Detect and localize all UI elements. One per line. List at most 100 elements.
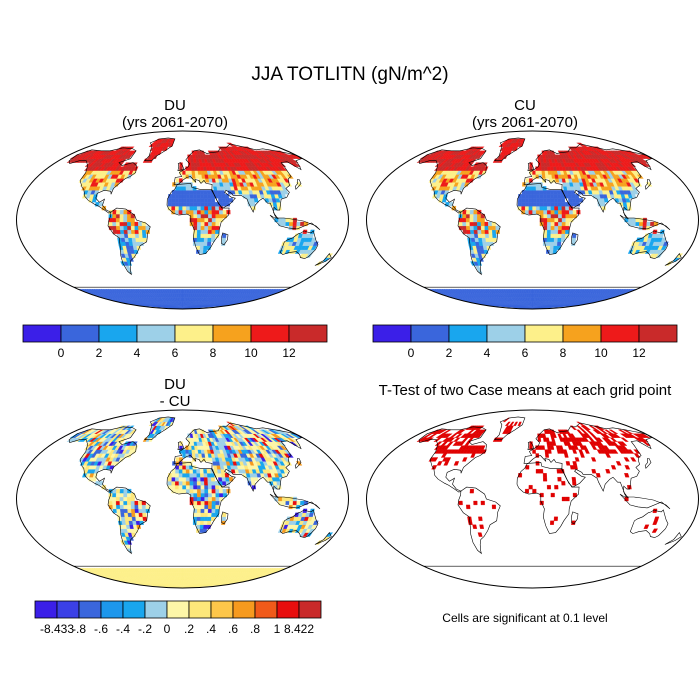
colorbar-cu: 0 2 4 6 8 10 12: [372, 324, 678, 360]
grid-cell: [215, 485, 220, 490]
grid-cell: [569, 209, 574, 215]
grid-cell: [281, 221, 286, 227]
grid-cell: [200, 206, 205, 211]
grid-cell: [469, 225, 474, 231]
coastline-greenland: [144, 137, 176, 162]
grid-cell: [565, 461, 571, 466]
colorbar-diff-box: [232, 600, 256, 619]
coastline-north-america: [68, 147, 137, 214]
grid-cell: [191, 449, 196, 454]
grid-cell: [175, 477, 180, 482]
grid-cell: [481, 237, 487, 242]
grid-cell: [171, 206, 176, 211]
colorbar-diff-label: -.2: [138, 622, 152, 636]
grid-cell: [289, 500, 294, 506]
grid-cell: [549, 249, 554, 254]
grid-cell: [285, 221, 290, 227]
grid-cell: [134, 504, 139, 510]
grid-cell: [116, 488, 121, 494]
panel-du-title-line2: (yrs 2061-2070): [122, 114, 228, 131]
grid-cell: [197, 496, 202, 502]
grid-cell: [539, 469, 544, 474]
grid-cell: [532, 170, 536, 175]
grid-cell: [208, 213, 213, 219]
grid-cell: [200, 233, 205, 238]
grid-cell: [619, 441, 628, 446]
grid-cell: [138, 229, 143, 234]
grid-cell: [108, 500, 113, 506]
grid-cell: [182, 202, 187, 207]
grid-cell: [222, 233, 227, 238]
grid-cell: [138, 508, 143, 513]
colorbar-du-box: [60, 324, 100, 343]
grid-cell: [547, 209, 552, 215]
grid-cell: [576, 425, 584, 430]
grid-cell: [608, 429, 619, 434]
grid-cell: [485, 237, 490, 242]
grid-cell: [550, 206, 555, 211]
grid-cell: [130, 225, 135, 231]
grid-cell: [138, 512, 143, 517]
grid-cell: [605, 469, 611, 474]
grid-cell: [185, 170, 189, 175]
grid-cell: [492, 237, 497, 242]
grid-cell: [203, 516, 208, 521]
grid-cell: [539, 209, 544, 215]
grid-cell: [142, 516, 147, 521]
grid-cell: [188, 449, 193, 454]
grid-cell: [473, 229, 478, 234]
grid-cell: [561, 221, 566, 227]
grid-cell: [615, 461, 622, 466]
grid-cell: [557, 233, 562, 238]
grid-cell: [478, 516, 483, 521]
grid-cell: [553, 194, 558, 199]
grid-cell: [196, 233, 201, 238]
grid-cell: [568, 198, 573, 203]
grid-cell: [211, 217, 216, 223]
grid-cell: [557, 229, 562, 234]
grid-cell: [311, 516, 317, 521]
grid-cell: [481, 229, 486, 234]
grid-cell: [443, 433, 453, 438]
grid-cell: [185, 469, 190, 474]
grid-cell: [480, 213, 485, 219]
grid-cell: [473, 221, 478, 227]
grid-cell: [565, 496, 570, 502]
grid-cell: [134, 508, 139, 513]
grid-cell: [477, 225, 482, 231]
grid-cell: [182, 469, 187, 474]
grid-cell: [543, 221, 548, 227]
grid-cell: [115, 492, 121, 498]
grid-cell: [550, 150, 556, 155]
grid-cell: [186, 209, 191, 215]
grid-cell: [219, 217, 224, 223]
grid-cell: [132, 162, 138, 167]
grid-cell: [651, 528, 658, 533]
grid-cell: [251, 202, 256, 207]
grid-cell: [553, 198, 558, 203]
grid-cell: [458, 500, 463, 506]
grid-cell: [200, 500, 205, 506]
grid-cell: [131, 508, 136, 513]
grid-cell: [119, 496, 124, 502]
grid-cell: [253, 198, 259, 203]
grid-cell: [532, 206, 537, 211]
grid-cell: [477, 221, 482, 227]
grid-cell: [141, 504, 146, 510]
grid-cell: [193, 477, 198, 482]
coastline-japan: [644, 179, 652, 190]
grid-cell: [292, 225, 297, 231]
grid-cell: [167, 198, 172, 203]
grid-cell: [185, 481, 190, 486]
grid-cell: [582, 445, 588, 450]
grid-cell: [573, 465, 578, 470]
grid-cell: [465, 217, 470, 223]
grid-cell: [553, 241, 558, 246]
grid-cell: [192, 473, 197, 478]
grid-cell: [178, 190, 183, 195]
grid-cell: [535, 194, 540, 199]
grid-cell: [558, 225, 563, 231]
grid-cell: [135, 520, 141, 525]
grid-cell: [178, 481, 183, 486]
grid-cell: [631, 221, 636, 227]
